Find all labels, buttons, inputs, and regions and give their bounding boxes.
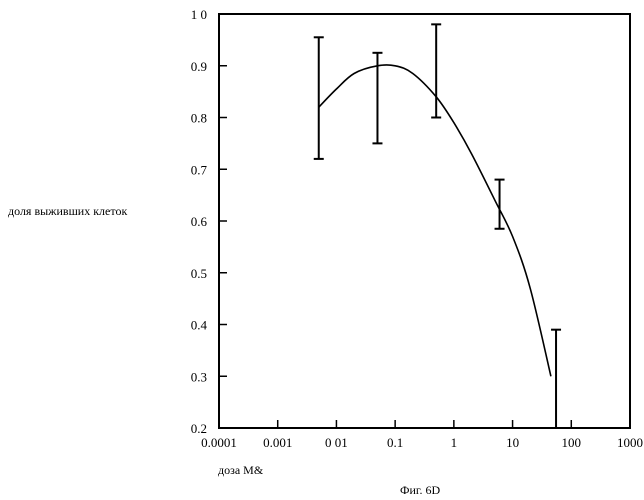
y-tick-label: 0.4: [191, 318, 208, 333]
x-tick-label: 100: [562, 435, 582, 450]
y-axis-ticks: 0.2 0.3 0.4 0.5 0.6 0.7 0.8 0.9 1 0: [191, 7, 227, 436]
error-bars: [314, 24, 561, 428]
fitted-curve: [319, 65, 551, 376]
y-axis-label: доля выживших клеток: [8, 204, 127, 219]
y-tick-label: 0.6: [191, 214, 208, 229]
y-tick-label: 0.5: [191, 266, 207, 281]
x-tick-label: 0.0001: [201, 435, 237, 450]
x-axis-label: доза M&: [218, 463, 263, 478]
plot-frame: [219, 14, 630, 428]
x-tick-label: 1000: [617, 435, 643, 450]
y-tick-label: 0.3: [191, 369, 207, 384]
x-tick-label: 10: [506, 435, 519, 450]
figure-caption: Фиг. 6D: [400, 483, 440, 498]
plot-border: [219, 14, 630, 428]
y-tick-label: 1 0: [191, 7, 207, 22]
y-tick-label: 0.8: [191, 111, 207, 126]
x-tick-label: 1: [451, 435, 458, 450]
y-tick-label: 0.2: [191, 421, 207, 436]
x-tick-label: 0.1: [387, 435, 403, 450]
x-axis-ticks: 0.0001 0.001 0 01 0.1 1 10 100 1000: [201, 420, 643, 450]
y-tick-label: 0.9: [191, 59, 207, 74]
x-tick-label: 0.001: [263, 435, 292, 450]
curve-layer: [319, 65, 551, 376]
x-tick-label: 0 01: [325, 435, 348, 450]
y-tick-label: 0.7: [191, 162, 208, 177]
